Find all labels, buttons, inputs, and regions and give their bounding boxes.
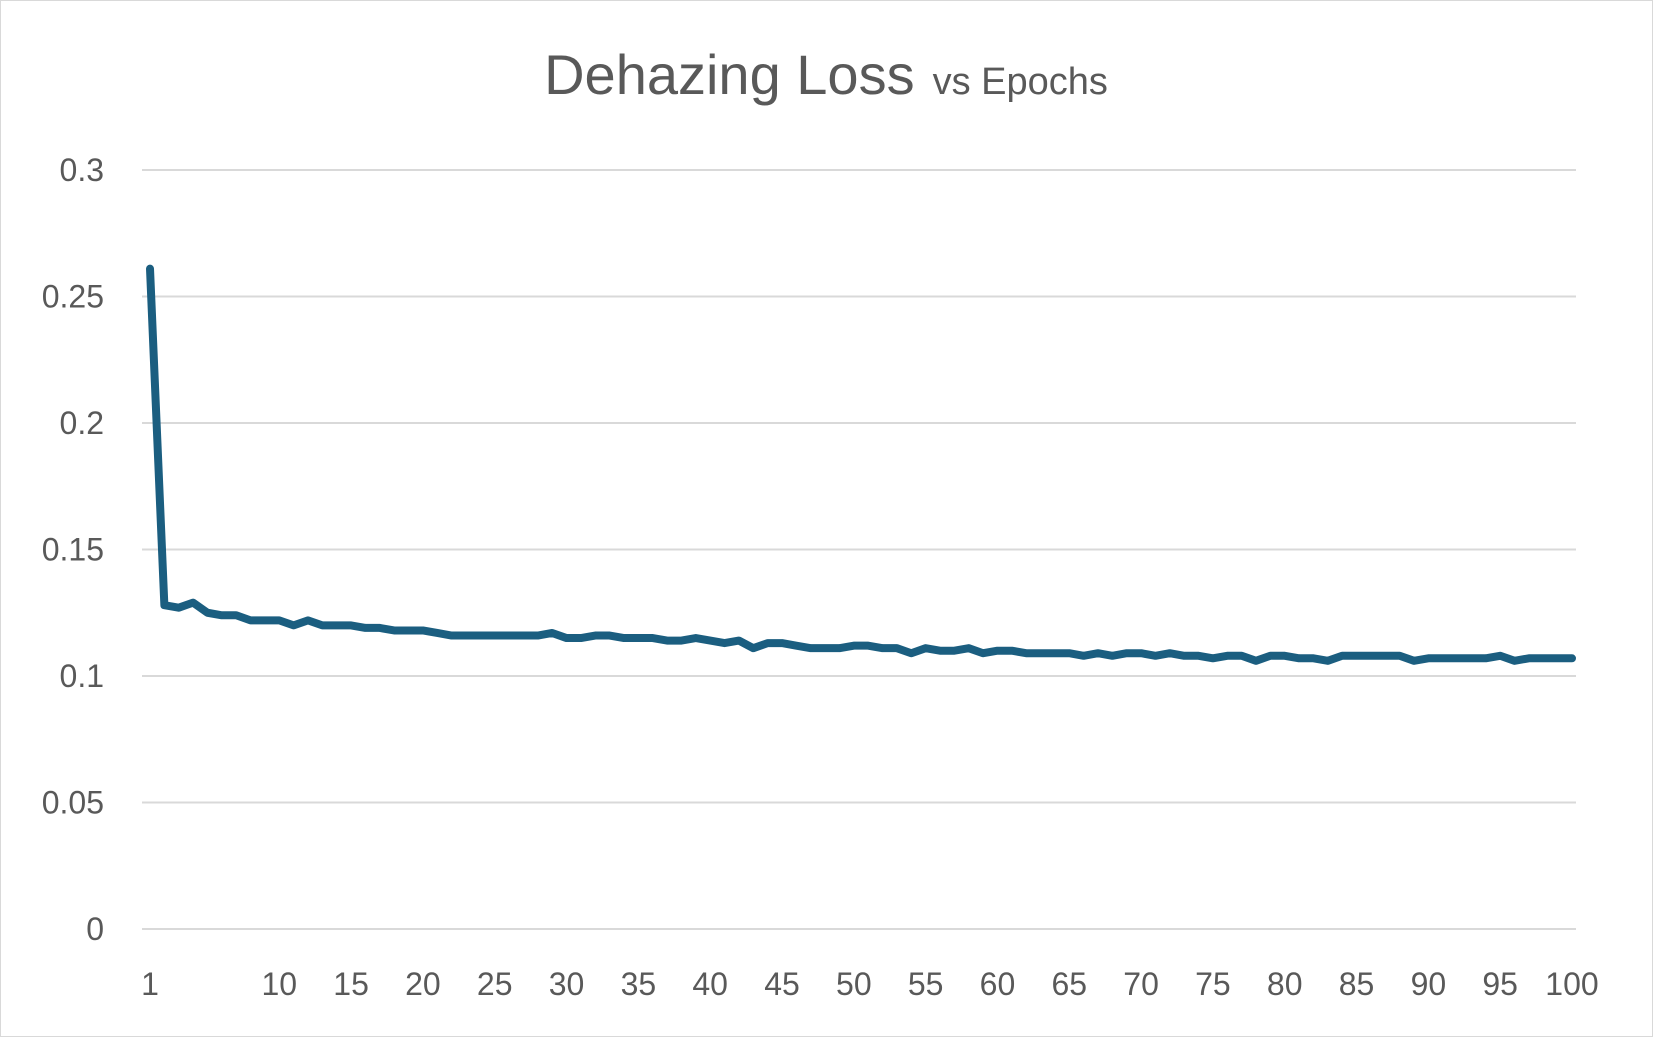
x-tick-label: 10 xyxy=(261,966,297,1002)
y-tick-label: 0.05 xyxy=(42,785,104,821)
x-tick-label: 65 xyxy=(1051,966,1087,1002)
y-tick-label: 0.1 xyxy=(60,658,104,694)
x-tick-label: 25 xyxy=(477,966,513,1002)
x-tick-label: 15 xyxy=(333,966,369,1002)
y-axis-tick-labels: 0 0.05 0.1 0.15 0.2 0.25 0.3 xyxy=(42,152,104,947)
x-tick-label: 70 xyxy=(1123,966,1159,1002)
x-tick-label: 60 xyxy=(980,966,1016,1002)
y-tick-label: 0 xyxy=(86,911,104,947)
series-line-0 xyxy=(146,264,1576,665)
x-tick-label: 55 xyxy=(908,966,944,1002)
x-tick-label: 85 xyxy=(1339,966,1375,1002)
x-tick-label: 80 xyxy=(1267,966,1303,1002)
chart-title-main: Dehazing Loss xyxy=(544,43,914,106)
x-tick-label: 1 xyxy=(141,966,159,1002)
x-tick-label: 50 xyxy=(836,966,872,1002)
y-tick-label: 0.2 xyxy=(60,405,104,441)
y-tick-label: 0.3 xyxy=(60,152,104,188)
chart-title-subtitle: vs Epochs xyxy=(933,61,1108,103)
x-tick-label: 75 xyxy=(1195,966,1231,1002)
gridlines xyxy=(142,169,1576,930)
x-tick-label: 30 xyxy=(549,966,585,1002)
x-tick-label: 40 xyxy=(692,966,728,1002)
x-tick-label: 35 xyxy=(621,966,657,1002)
x-tick-label: 100 xyxy=(1545,966,1598,1002)
plot-series xyxy=(146,264,1576,665)
x-tick-label: 45 xyxy=(764,966,800,1002)
x-axis-tick-labels: 1 10 15 20 25 30 35 40 45 50 55 60 65 70 75 80 85 90 95 100 xyxy=(141,966,1599,1002)
y-tick-label: 0.15 xyxy=(42,532,104,568)
y-tick-label: 0.25 xyxy=(42,279,104,315)
x-tick-label: 95 xyxy=(1482,966,1518,1002)
chart-title: Dehazing Loss vs Epochs xyxy=(544,43,1108,106)
x-tick-label: 90 xyxy=(1411,966,1447,1002)
x-tick-label: 20 xyxy=(405,966,441,1002)
